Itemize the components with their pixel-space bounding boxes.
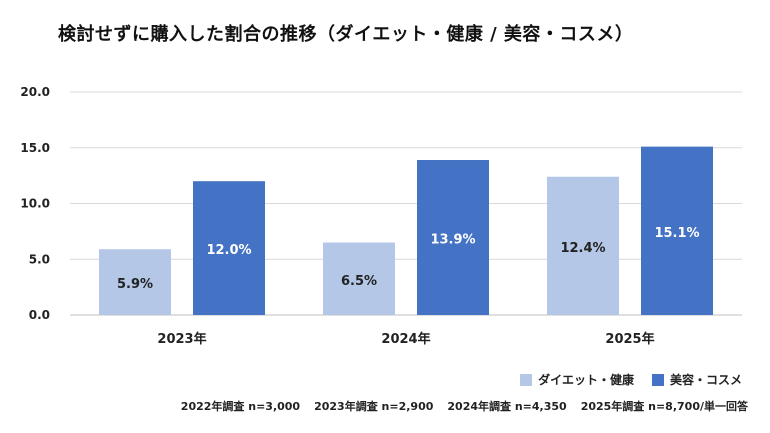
x-tick-label-0: 2023年 [157, 331, 206, 347]
legend: ダイエット・健康 美容・コスメ [520, 371, 742, 388]
y-tick-label-1: 5.0 [29, 252, 50, 266]
bar-diet-2 [547, 176, 619, 315]
footnote-2024: 2024年調査 n=4,350 [447, 400, 567, 413]
footnote-2022: 2022年調査 n=3,000 [180, 400, 301, 413]
chart-title: 検討せずに購入した割合の推移（ダイエット・健康 / 美容・コスメ） [58, 24, 634, 45]
data-label-diet-1: 6.5% [341, 274, 377, 289]
legend-swatch-beauty [651, 373, 664, 386]
data-label-beauty-1: 13.9% [430, 233, 475, 248]
data-label-beauty-0: 12.0% [206, 243, 251, 258]
legend-label-diet: ダイエット・健康 [538, 373, 634, 387]
bar-beauty-1 [417, 160, 489, 315]
data-label-diet-2: 12.4% [560, 241, 605, 256]
bar-beauty-2 [641, 146, 713, 315]
y-tick-label-2: 10.0 [20, 197, 50, 211]
legend-item-diet: ダイエット・健康 [520, 371, 634, 388]
x-tick-label-1: 2024年 [381, 331, 430, 347]
data-label-diet-0: 5.9% [117, 277, 153, 292]
legend-item-beauty: 美容・コスメ [651, 371, 742, 388]
bar-diet-1 [323, 242, 395, 315]
bar-beauty-0 [193, 181, 265, 315]
y-tick-label-0: 0.0 [29, 308, 50, 322]
legend-label-beauty: 美容・コスメ [669, 373, 742, 387]
data-label-beauty-2: 15.1% [654, 226, 699, 241]
y-tick-label-3: 15.0 [20, 141, 50, 155]
x-tick-label-2: 2025年 [605, 331, 654, 347]
footnote-2025: 2025年調査 n=8,700/単一回答 [580, 400, 748, 413]
bar-diet-0 [99, 249, 171, 315]
footnote-2023: 2023年調査 n=2,900 [314, 400, 434, 413]
footnote: 2022年調査 n=3,000 2023年調査 n=2,900 2024年調査 … [181, 398, 748, 414]
y-tick-label-4: 20.0 [20, 85, 50, 99]
legend-swatch-diet [520, 373, 533, 386]
